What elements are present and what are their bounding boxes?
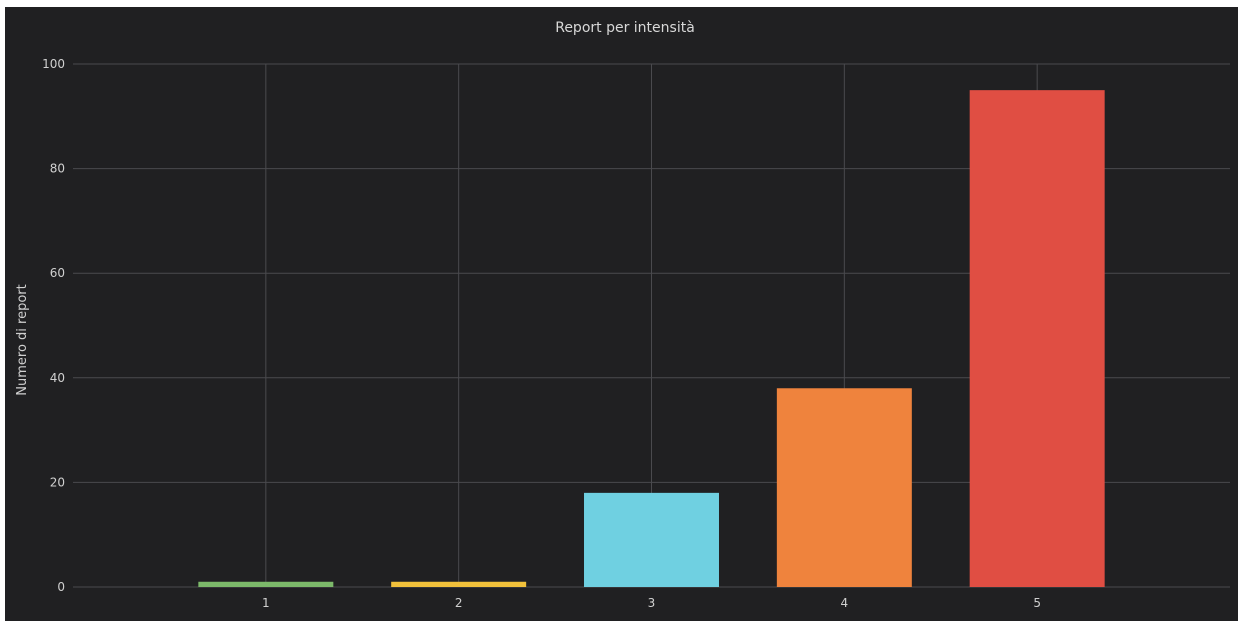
y-tick-label: 80	[50, 162, 65, 176]
y-tick-label: 20	[50, 475, 65, 489]
x-tick-label: 5	[1033, 596, 1041, 610]
chart-title: Report per intensità	[555, 20, 695, 36]
chart-panel: Report per intensità Numero di report 0 2…	[5, 7, 1238, 621]
bar-5	[969, 90, 1105, 588]
y-tick-label: 100	[42, 57, 65, 71]
bar-chart: Report per intensità Numero di report 0 2…	[15, 20, 1230, 610]
bar-1	[198, 581, 334, 587]
y-tick-label: 40	[50, 371, 65, 385]
bar-3	[584, 492, 719, 587]
tick-labels: 0 20 40 60 80 100 1 2 3 4 5	[42, 57, 1041, 610]
bars	[198, 90, 1105, 588]
bar-2	[391, 581, 527, 587]
x-tick-label: 2	[455, 596, 463, 610]
y-tick-label: 0	[57, 580, 65, 594]
x-tick-label: 4	[841, 596, 849, 610]
x-tick-label: 3	[648, 596, 656, 610]
bar-4	[776, 388, 912, 587]
y-axis-label: Numero di report	[15, 284, 30, 395]
x-tick-label: 1	[262, 596, 270, 610]
y-tick-label: 60	[50, 266, 65, 280]
